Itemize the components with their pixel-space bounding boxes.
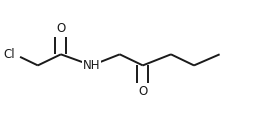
Text: O: O — [56, 21, 66, 34]
Text: Cl: Cl — [3, 48, 15, 61]
Text: NH: NH — [83, 59, 100, 72]
Text: O: O — [138, 85, 147, 98]
